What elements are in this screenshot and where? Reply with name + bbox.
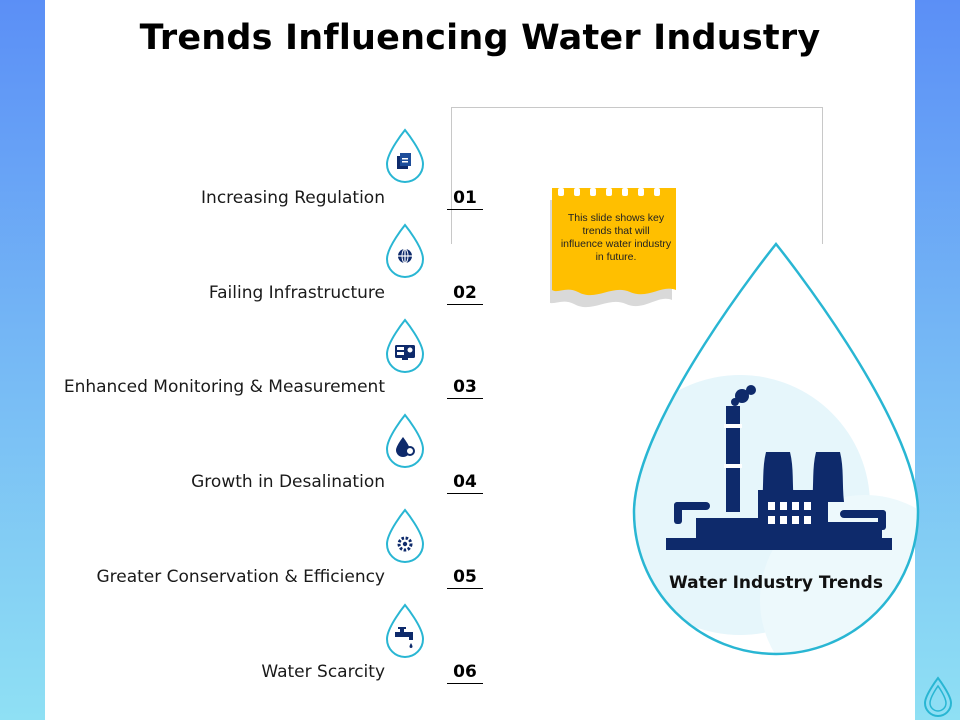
water-industry-caption: Water Industry Trends [669, 573, 883, 593]
trend-number-03: 03 [447, 377, 483, 399]
slide: Trends Influencing Water Industry Increa… [45, 0, 920, 720]
trend-drop-02 [385, 223, 425, 278]
trend-number-04: 04 [447, 472, 483, 494]
trend-label-04: Growth in Desalination [191, 472, 385, 492]
water-industry-drop [632, 242, 920, 656]
trend-label-05: Greater Conservation & Efficiency [96, 567, 385, 587]
monitor-dashboard-icon [395, 345, 415, 360]
trend-number-06: 06 [447, 662, 483, 684]
slide-title: Trends Influencing Water Industry [139, 18, 821, 58]
trend-number-01: 01 [447, 188, 483, 210]
trend-drop-01 [385, 128, 425, 183]
trend-label-03: Enhanced Monitoring & Measurement [63, 377, 385, 397]
trend-number-02: 02 [447, 283, 483, 305]
water-gear-icon [396, 437, 415, 457]
sticky-note-text: This slide shows key trends that will in… [560, 212, 672, 263]
trend-label-01: Increasing Regulation [201, 188, 385, 208]
trend-label-06: Water Scarcity [261, 662, 385, 682]
trend-number-05: 05 [447, 567, 483, 589]
trend-drop-05 [385, 508, 425, 563]
globe-network-icon [398, 248, 412, 264]
documents-icon [397, 153, 411, 169]
trend-label-02: Failing Infrastructure [208, 283, 385, 303]
corner-drop-icon [923, 676, 953, 717]
trend-drop-06 [385, 603, 425, 658]
trend-drop-03 [385, 318, 425, 373]
trend-drop-04 [385, 413, 425, 468]
faucet-icon [395, 627, 413, 648]
sticky-note: This slide shows key trends that will in… [550, 186, 680, 311]
gear-icon [397, 536, 413, 552]
sticky-note-paper [550, 188, 676, 308]
factory-icon [666, 385, 892, 550]
connector-line [451, 107, 823, 244]
